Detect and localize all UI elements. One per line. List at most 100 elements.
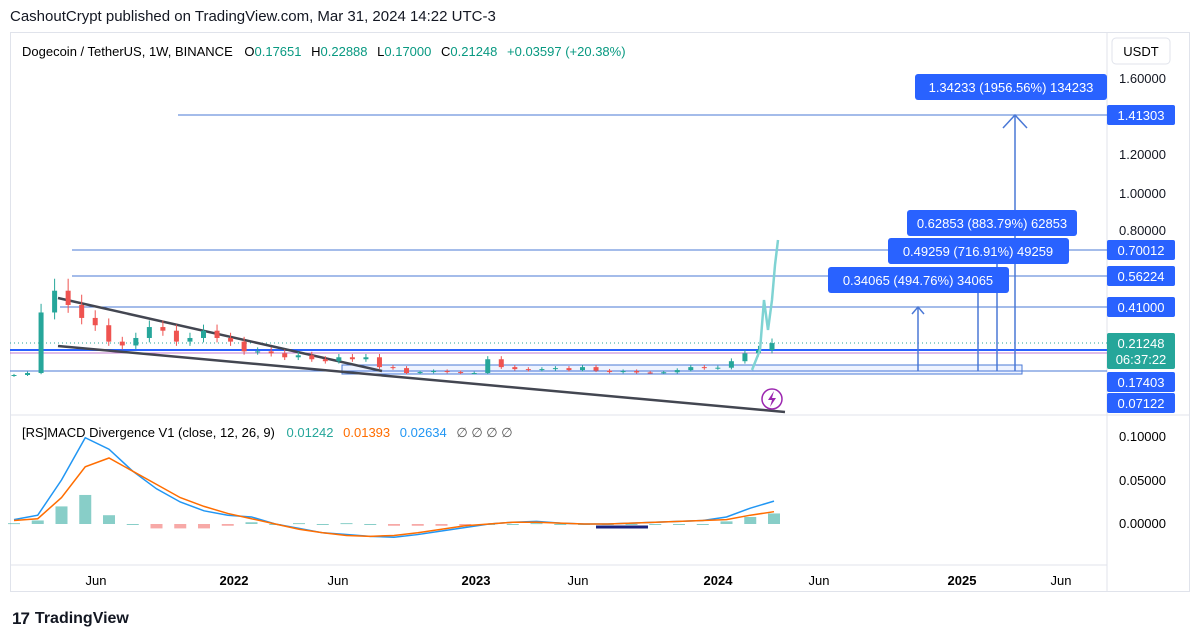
time-tick: Jun — [1051, 573, 1072, 588]
trendlines[interactable] — [57, 296, 786, 414]
arrowhead — [911, 305, 925, 315]
macd-tick: 0.00000 — [1119, 516, 1166, 531]
target-label-2: 0.62853 (883.79%) 62853 — [917, 216, 1067, 231]
candle-body — [498, 359, 504, 368]
macd-histogram-bar — [768, 513, 780, 524]
time-tick: 2024 — [704, 573, 734, 588]
macd-histogram-bar — [530, 523, 543, 525]
candle-body — [228, 337, 234, 342]
level-label-box — [1107, 105, 1175, 125]
candle-body — [458, 372, 464, 374]
macd-histogram-bar — [720, 521, 733, 524]
candle-body — [11, 375, 17, 376]
target-labels[interactable]: 1.34233 (1956.56%) 134233 0.62853 (883.7… — [828, 74, 1107, 293]
close-label: C — [441, 44, 450, 59]
candle-body — [715, 367, 721, 369]
macd-histogram-bar — [340, 523, 353, 525]
candle-body — [607, 370, 613, 373]
level-label-box — [1107, 372, 1175, 392]
macd-histogram-bar — [293, 523, 305, 525]
candle-body — [769, 343, 775, 350]
brand-name: TradingView — [34, 610, 129, 627]
candle-body — [295, 355, 301, 358]
candle-body — [647, 372, 653, 374]
low-value: 0.17000 — [384, 44, 431, 59]
currency-button[interactable] — [1111, 37, 1171, 65]
candle-body — [566, 368, 572, 371]
price-tick: 1.00000 — [1119, 186, 1166, 201]
candle-body — [146, 327, 152, 338]
candle-body — [79, 304, 85, 318]
symbol-name: Dogecoin / TetherUS, 1W, BINANCE — [22, 44, 233, 59]
consolidation-range-box[interactable] — [341, 364, 1023, 375]
indicator-legend[interactable]: [RS]MACD Divergence V1 (close, 12, 26, 9… — [22, 425, 513, 440]
candle-body — [65, 290, 71, 305]
candle-body — [674, 370, 680, 373]
candle-body — [38, 312, 44, 374]
level-label: 1.41303 — [1118, 108, 1165, 123]
descending-trendline-lower — [57, 344, 786, 414]
macd-histogram-bar — [31, 520, 44, 524]
time-tick: Jun — [568, 573, 589, 588]
candle-body — [444, 371, 450, 373]
candle-body — [25, 373, 31, 375]
candle-body — [282, 353, 288, 358]
candle-body — [187, 337, 193, 342]
candlestick-series[interactable] — [11, 278, 775, 377]
macd-histogram-bar — [364, 524, 377, 525]
candle-body — [417, 372, 423, 374]
macd-histogram-bar — [554, 524, 567, 525]
symbol-legend[interactable]: Dogecoin / TetherUS, 1W, BINANCE O0.1765… — [22, 44, 626, 59]
macd-line-2 — [13, 457, 775, 538]
candle-body — [593, 367, 599, 371]
macd-histogram-bar — [198, 524, 210, 529]
lightning-icon[interactable] — [761, 388, 783, 410]
indicator-value-1: 0.01242 — [287, 425, 334, 440]
candle-body — [661, 372, 667, 374]
candle-body — [349, 357, 355, 360]
target-label-1: 1.34233 (1956.56%) 134233 — [929, 80, 1094, 95]
candle-body — [201, 330, 206, 338]
target-label-3: 0.49259 (716.91%) 49259 — [903, 244, 1053, 259]
candle-body — [620, 371, 626, 373]
macd-histogram-bar — [744, 516, 757, 524]
open-label: O — [244, 44, 254, 59]
macd-histogram-bar — [245, 522, 258, 524]
candle-body — [52, 290, 58, 313]
candle-body — [525, 369, 531, 371]
candle-body — [688, 367, 694, 371]
chart-frame[interactable] — [10, 32, 1190, 592]
chart-canvas[interactable]: Dogecoin / TetherUS, 1W, BINANCE O0.1765… — [0, 0, 1200, 600]
macd-histogram-bar — [8, 523, 20, 525]
indicator-value-2: 0.01393 — [343, 425, 390, 440]
level-label: 0.70012 — [1118, 243, 1165, 258]
candle-body — [552, 368, 558, 370]
macd-histogram-bar — [388, 524, 400, 526]
macd-histogram-bar — [435, 524, 448, 526]
candle-body — [539, 369, 545, 371]
macd-histogram-bar — [625, 524, 638, 525]
time-tick: Jun — [328, 573, 349, 588]
bar-countdown: 06:37:22 — [1116, 352, 1167, 367]
candle-body — [241, 341, 247, 352]
macd-histogram-bar — [150, 524, 163, 529]
time-tick: Jun — [86, 573, 107, 588]
level-label-box — [1107, 297, 1175, 317]
candle-body — [363, 357, 369, 360]
macd-histogram-bar — [79, 494, 92, 524]
macd-histogram-bar — [221, 524, 234, 526]
macd-histogram-bar — [649, 524, 662, 525]
macd-series[interactable] — [8, 436, 780, 538]
descending-trendline-upper — [57, 296, 383, 373]
candle-body — [390, 367, 396, 369]
candle-body — [322, 359, 328, 362]
footer-brand[interactable]: 17 TradingView — [12, 609, 129, 629]
target-box-1 — [915, 74, 1107, 100]
candle-body — [214, 330, 220, 338]
indicator-name: [RS]MACD Divergence V1 (close, 12, 26, 9… — [22, 425, 275, 440]
macd-histogram-bar — [696, 524, 709, 525]
target-box-4 — [828, 267, 1009, 293]
high-value: 0.22888 — [321, 44, 368, 59]
candle-body — [92, 317, 98, 326]
level-label: 0.41000 — [1118, 300, 1165, 315]
